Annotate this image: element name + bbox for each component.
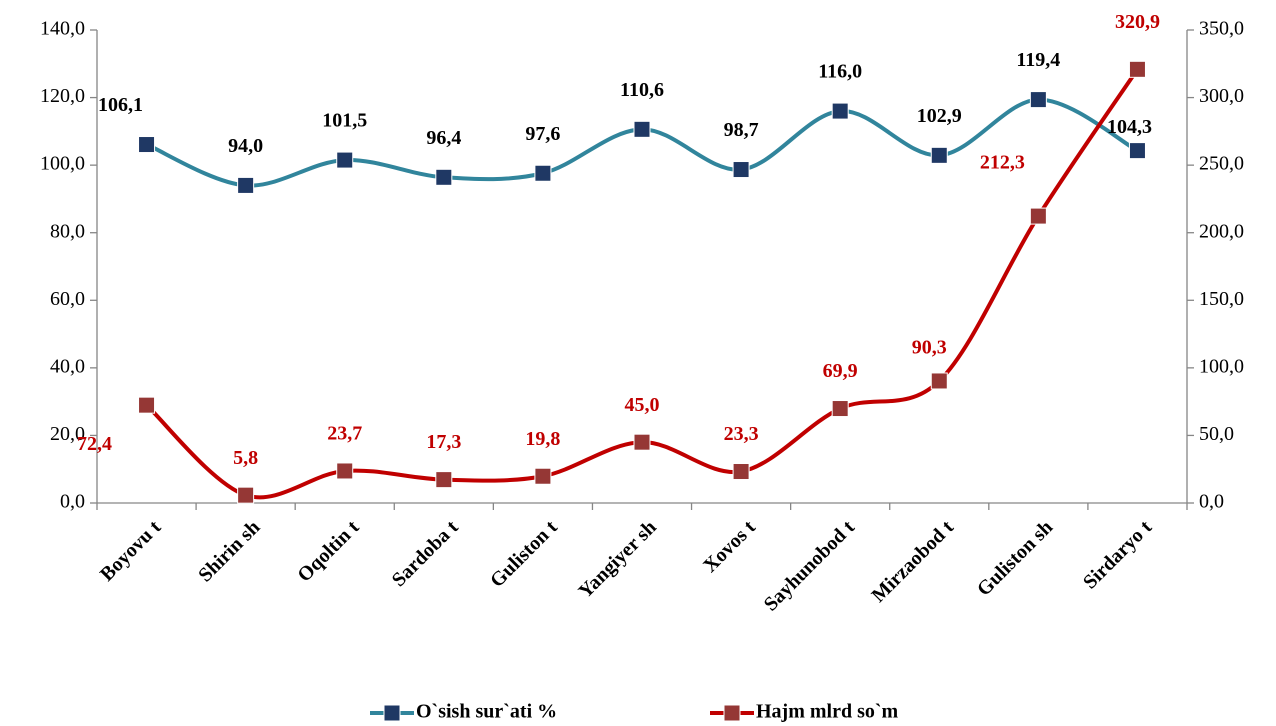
marker (435, 471, 453, 489)
data-label: 94,0 (228, 135, 263, 157)
y2-tick-label: 200,0 (1199, 220, 1244, 242)
marker (930, 146, 948, 164)
x-tick-label: Guliston t (486, 516, 562, 592)
y-tick-label: 140,0 (40, 18, 85, 40)
marker (336, 462, 354, 480)
data-label: 212,3 (980, 152, 1025, 174)
y-tick-label: 40,0 (50, 355, 85, 377)
data-label: 90,3 (912, 337, 947, 359)
data-label: 19,8 (525, 428, 560, 450)
data-label: 98,7 (724, 119, 759, 141)
data-label: 320,9 (1115, 11, 1160, 33)
marker (1128, 142, 1146, 160)
data-label: 102,9 (917, 105, 962, 127)
y2-tick-label: 50,0 (1199, 423, 1234, 445)
y2-tick-label: 250,0 (1199, 153, 1244, 175)
marker (534, 164, 552, 182)
data-label: 101,5 (322, 110, 367, 132)
legend-marker (383, 704, 401, 722)
y-tick-label: 20,0 (50, 423, 85, 445)
data-label: 45,0 (625, 394, 660, 416)
y2-tick-label: 150,0 (1199, 288, 1244, 310)
y-tick-label: 80,0 (50, 220, 85, 242)
data-label: 116,0 (818, 61, 862, 83)
x-tick-label: Sayhunobod t (760, 516, 860, 616)
y-tick-label: 120,0 (40, 85, 85, 107)
x-tick-label: Mirzaobod t (867, 516, 958, 607)
x-tick-label: Oqoltin t (293, 516, 363, 586)
marker (1029, 207, 1047, 225)
data-label: 69,9 (823, 360, 858, 382)
data-label: 17,3 (426, 431, 461, 453)
marker (138, 136, 156, 154)
legend-label: Hajm mlrd so`m (756, 701, 899, 723)
data-label: 96,4 (426, 127, 461, 149)
data-label: 5,8 (233, 447, 258, 469)
marker (633, 433, 651, 451)
data-label: 106,1 (98, 94, 143, 116)
marker (534, 467, 552, 485)
data-label: 23,3 (724, 423, 759, 445)
y-tick-label: 60,0 (50, 288, 85, 310)
marker (1029, 91, 1047, 109)
x-tick-label: Sardoba t (388, 516, 463, 591)
x-tick-label: Boyovu t (96, 516, 166, 586)
x-tick-label: Guliston sh (973, 516, 1057, 600)
legend-marker (723, 704, 741, 722)
marker (336, 151, 354, 169)
marker (237, 176, 255, 194)
marker (435, 168, 453, 186)
data-label: 119,4 (1016, 49, 1060, 71)
series-line (145, 68, 1140, 500)
x-tick-label: Sirdaryo t (1079, 516, 1156, 593)
marker (237, 486, 255, 504)
data-label: 97,6 (525, 123, 560, 145)
marker (138, 396, 156, 414)
data-label: 72,4 (77, 433, 112, 455)
marker (831, 102, 849, 120)
marker (633, 120, 651, 138)
data-label: 104,3 (1107, 116, 1152, 138)
legend-label: O`sish sur`ati % (416, 701, 557, 723)
marker (732, 463, 750, 481)
x-tick-label: Shirin sh (194, 516, 264, 586)
y-tick-label: 100,0 (40, 153, 85, 175)
x-tick-label: Xovos t (699, 516, 760, 577)
y2-tick-label: 300,0 (1199, 85, 1244, 107)
y2-tick-label: 100,0 (1199, 355, 1244, 377)
x-tick-label: Yangiyer sh (574, 516, 660, 602)
data-label: 110,6 (620, 79, 664, 101)
y2-tick-label: 350,0 (1199, 18, 1244, 40)
marker (930, 372, 948, 390)
marker (732, 161, 750, 179)
data-label: 23,7 (327, 423, 362, 445)
marker (831, 400, 849, 418)
y-tick-label: 0,0 (60, 491, 85, 513)
y2-tick-label: 0,0 (1199, 491, 1224, 513)
marker (1128, 60, 1146, 78)
